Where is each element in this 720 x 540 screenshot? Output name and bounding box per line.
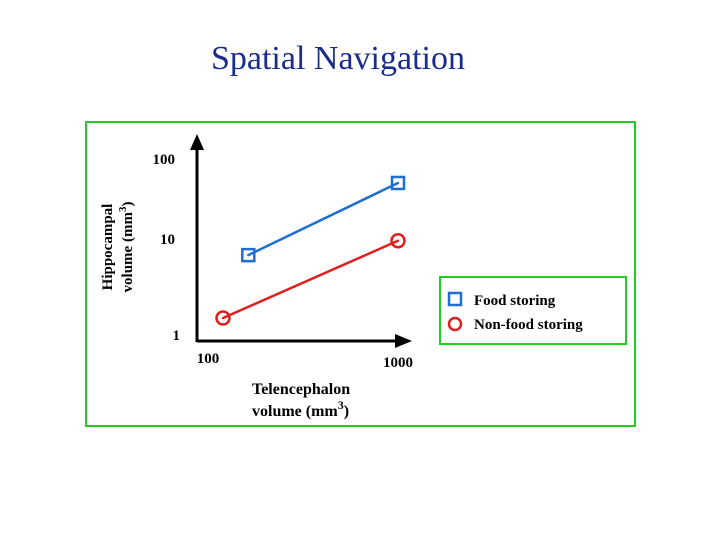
x-axis-label-line1: Telencephalon (252, 381, 350, 398)
y-tick-label: 10 (160, 232, 175, 248)
data-point-center (396, 181, 400, 185)
data-point-square (390, 175, 406, 191)
y-axis-label-line2: volume (mm3) (117, 202, 136, 293)
y-axis-arrow (190, 134, 204, 150)
series-line-non-food-storing (222, 239, 399, 320)
legend-label-food-storing: Food storing (474, 293, 556, 309)
legend-label-non-food-storing: Non-food storing (474, 317, 583, 333)
series-line-food-storing (247, 181, 399, 257)
data-point-center (221, 316, 225, 320)
data-point-square (241, 247, 256, 263)
legend-box (439, 276, 627, 345)
x-tick-label: 1000 (383, 355, 413, 371)
y-axis-label-line1: Hippocampal (100, 204, 116, 291)
legend-marker-square (447, 291, 463, 307)
data-point-circle (215, 310, 231, 326)
y-tick-label: 100 (153, 152, 176, 168)
legend-marker-circle (447, 316, 463, 332)
data-point-circle (390, 232, 406, 249)
x-axis-arrow (395, 334, 412, 348)
chart-frame (85, 121, 636, 427)
slide-title: Spatial Navigation (210, 40, 465, 77)
x-axis-label-line2: volume (mm3) (252, 398, 349, 420)
y-tick-label: 1 (173, 328, 181, 344)
data-point-center (396, 239, 400, 242)
data-marks (215, 175, 406, 326)
data-point-center (247, 253, 250, 257)
x-tick-label: 100 (197, 351, 220, 367)
